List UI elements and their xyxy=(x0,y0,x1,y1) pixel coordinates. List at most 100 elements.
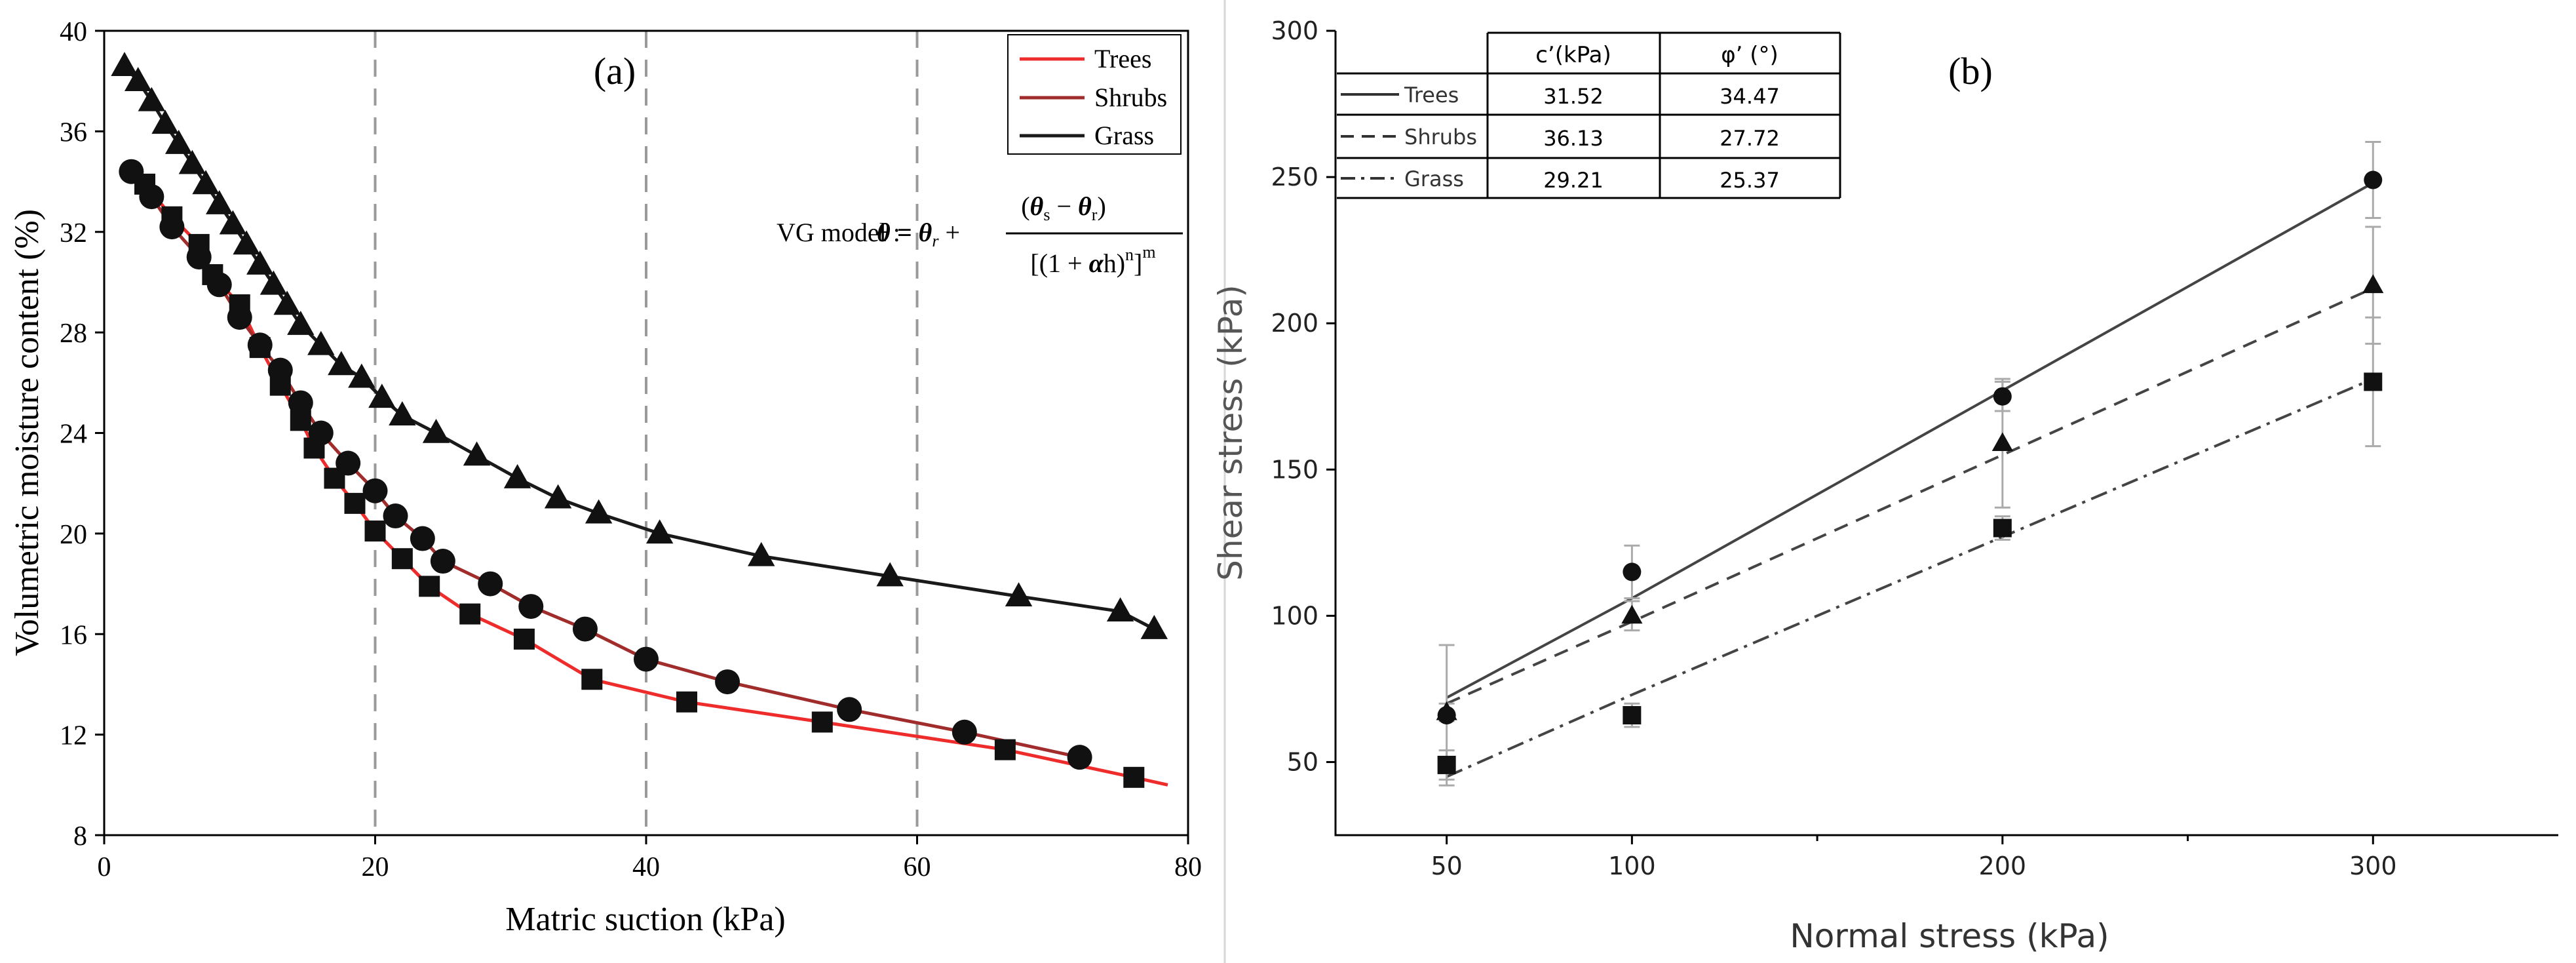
point-grass xyxy=(544,484,572,509)
point-shrubs xyxy=(308,420,334,446)
point-grass xyxy=(273,290,301,315)
table-header-cohesion: c’(kPa) xyxy=(1535,42,1611,68)
panel-b-y-tick-label: 50 xyxy=(1287,747,1318,776)
point-grass xyxy=(585,499,613,524)
point-trees xyxy=(1123,766,1145,788)
panel-b-x-axis-label: Normal stress (kPa) xyxy=(1790,917,2109,955)
point-shrubs xyxy=(288,390,313,416)
point-shrubs xyxy=(119,159,144,184)
point-shrubs xyxy=(634,646,659,672)
point-shrubs xyxy=(430,549,455,574)
point-grass xyxy=(233,230,260,255)
panel-a-y-tick-label: 28 xyxy=(60,319,87,349)
point-shrubs xyxy=(410,526,435,551)
point-grass xyxy=(348,363,375,388)
point-shrubs xyxy=(952,719,977,745)
point-grass xyxy=(1106,597,1134,622)
point-shrubs xyxy=(478,571,503,597)
point-grass xyxy=(422,418,450,443)
point-grass xyxy=(206,189,233,214)
point-trees xyxy=(459,603,481,625)
panel-b-x-tick-label: 300 xyxy=(2349,852,2397,880)
point-grass xyxy=(463,441,491,466)
point-grass xyxy=(219,210,247,235)
panel-b-axes xyxy=(1334,31,2558,836)
point-grass xyxy=(1140,614,1168,639)
point-trees xyxy=(676,691,698,713)
panel-a-y-tick-label: 24 xyxy=(60,420,87,450)
point-shrubs xyxy=(139,184,164,210)
table-shrubs-label: Shrubs xyxy=(1404,125,1477,149)
panel-a-y-tick-label: 8 xyxy=(73,821,87,852)
point-shrubs xyxy=(572,616,598,642)
point-grass xyxy=(307,330,335,355)
panel-b-y-tick-label: 100 xyxy=(1271,601,1318,630)
point-grass xyxy=(151,109,179,134)
table-trees-cohesion: 31.52 xyxy=(1543,84,1604,109)
parameter-table: c’(kPa) φ’ (°) Trees 31.52 34.47 Shrubs … xyxy=(1337,31,1841,199)
point-trees xyxy=(994,739,1016,760)
point-shrubs xyxy=(1067,745,1092,770)
point-grass xyxy=(1993,519,2012,538)
point-grass xyxy=(503,463,531,488)
panel-a-y-tick-label: 20 xyxy=(60,520,87,550)
point-grass xyxy=(389,401,416,425)
point-shrubs xyxy=(837,697,862,722)
point-shrubs xyxy=(362,478,388,503)
point-trees xyxy=(364,521,386,542)
table-trees-label: Trees xyxy=(1404,83,1459,108)
panel-a-y-tick-label: 12 xyxy=(60,721,87,751)
legend-grass-label: Grass xyxy=(1094,121,1154,150)
point-shrubs xyxy=(227,305,252,330)
point-grass xyxy=(748,541,775,566)
point-grass xyxy=(368,383,396,408)
panel-b-x-tick-label: 100 xyxy=(1608,852,1656,880)
point-trees xyxy=(391,548,413,570)
point-trees xyxy=(581,669,603,690)
fit-line-trees xyxy=(1446,182,2374,699)
fit-line-shrubs xyxy=(1446,286,2374,705)
table-grass-label: Grass xyxy=(1404,167,1464,191)
panel-b-y-tick-label: 200 xyxy=(1271,309,1318,338)
table-header-friction-angle: φ’ (°) xyxy=(1721,42,1778,68)
point-grass xyxy=(645,519,674,544)
curve-trees xyxy=(144,183,1168,787)
vg-model-equation: VG model : θ = θr + (θs − θr) [(1 + αh)n… xyxy=(777,191,1183,278)
panel-a-x-tick-label: 40 xyxy=(632,852,660,882)
point-shrubs xyxy=(186,245,212,270)
panel-a-x-tick-label: 0 xyxy=(98,852,111,882)
point-grass xyxy=(1437,755,1456,774)
point-grass xyxy=(138,87,166,111)
vg-equation-denominator: [(1 + αh)n]m xyxy=(1030,243,1155,278)
panel-a-y-tick-label: 40 xyxy=(60,17,87,47)
panel-a-x-tick-label: 80 xyxy=(1174,852,1202,882)
legend-shrubs-label: Shrubs xyxy=(1094,83,1167,112)
point-shrubs xyxy=(336,450,361,476)
panel-a-y-tick-label: 36 xyxy=(60,117,87,147)
panel-b-y-axis-label: Shear stress (kPa) xyxy=(1212,285,1250,581)
point-shrubs xyxy=(1621,604,1643,624)
vg-equation-lhs: θ = θr + xyxy=(877,218,960,250)
table-shrubs-cohesion: 36.13 xyxy=(1543,126,1604,151)
panel-a-y-tick-label: 16 xyxy=(60,620,87,650)
point-trees xyxy=(344,492,366,514)
point-trees xyxy=(1623,562,1642,581)
point-grass xyxy=(287,311,315,335)
point-shrubs xyxy=(518,594,544,619)
panel-b-y-tick-label: 250 xyxy=(1271,163,1318,191)
panel-a-x-tick-label: 20 xyxy=(362,852,389,882)
point-shrubs xyxy=(1991,432,2013,452)
legend-trees-label: Trees xyxy=(1094,44,1151,73)
point-grass xyxy=(124,67,152,91)
table-grass-cohesion: 29.21 xyxy=(1543,168,1604,193)
point-shrubs xyxy=(383,503,408,529)
point-shrubs xyxy=(159,214,185,240)
vg-model-label: VG model : xyxy=(777,218,900,247)
fit-line-grass xyxy=(1446,378,2374,778)
point-shrubs xyxy=(2362,274,2384,294)
panel-b: 50 100 200 300 50 100 150 200 250 300 (b) Normal … xyxy=(1212,16,2558,955)
point-trees xyxy=(1993,387,2012,406)
point-grass xyxy=(328,351,355,376)
point-grass xyxy=(246,250,274,275)
